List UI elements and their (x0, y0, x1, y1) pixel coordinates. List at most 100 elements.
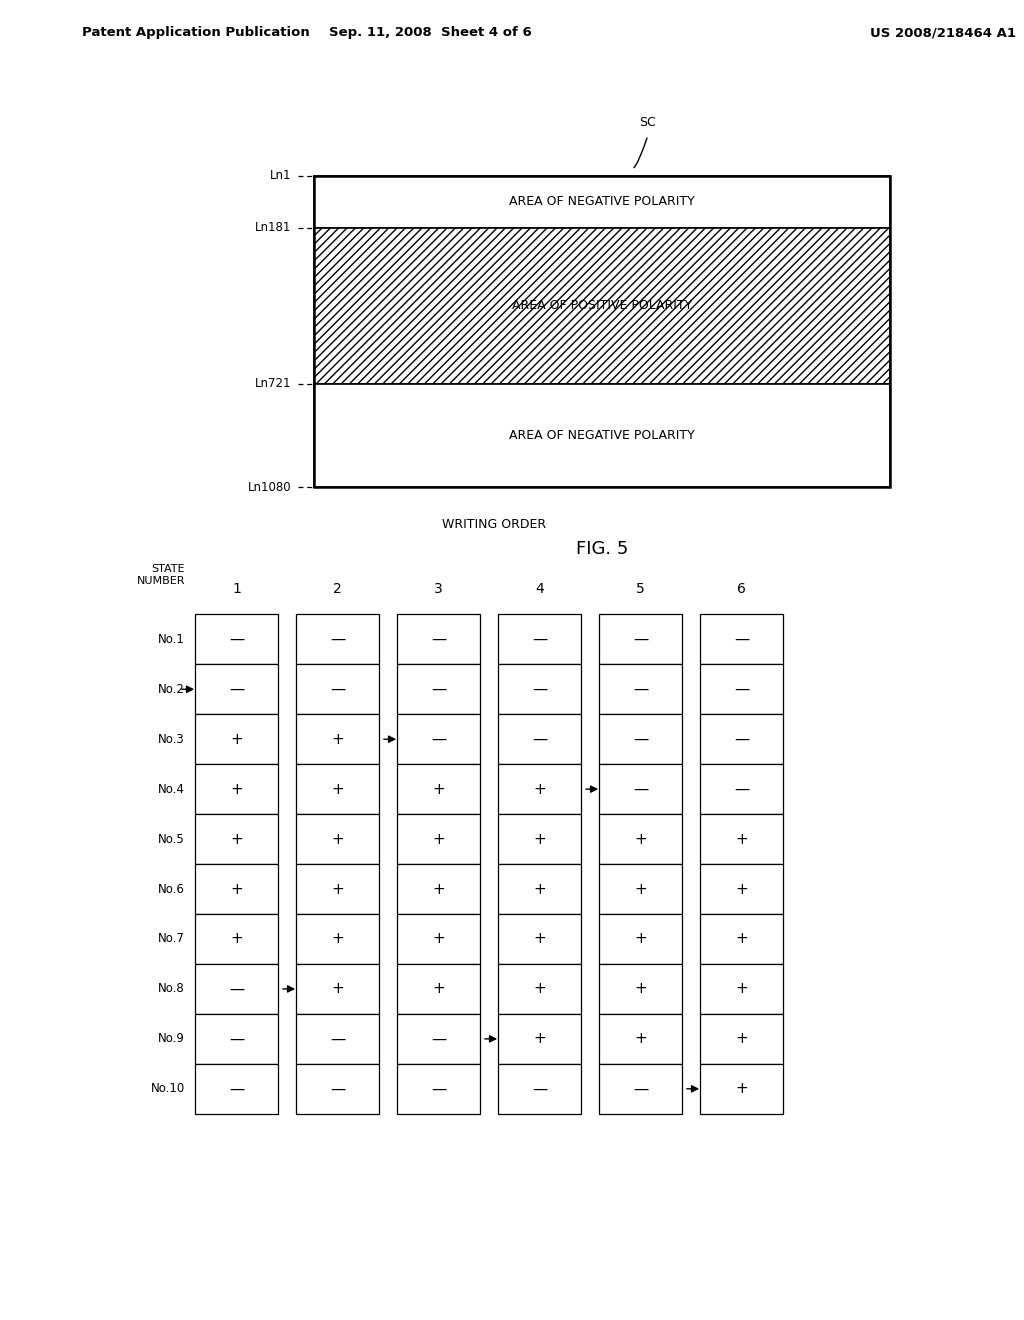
Bar (313, 176, 891, 227)
Text: —: — (531, 731, 547, 747)
Bar (599, 1014, 682, 1064)
Text: AREA OF NEGATIVE POLARITY: AREA OF NEGATIVE POLARITY (509, 195, 695, 209)
Bar (296, 913, 379, 964)
Text: 6: 6 (737, 582, 745, 597)
Text: —: — (431, 681, 446, 697)
Text: +: + (534, 882, 546, 896)
Text: +: + (432, 882, 444, 896)
Text: +: + (230, 832, 243, 846)
Text: 5: 5 (636, 582, 645, 597)
Text: +: + (331, 982, 344, 997)
Bar (599, 764, 682, 814)
Bar (195, 964, 278, 1014)
Text: No.6: No.6 (158, 883, 185, 895)
Text: +: + (432, 781, 444, 797)
Text: +: + (432, 832, 444, 846)
Text: AREA OF NEGATIVE POLARITY: AREA OF NEGATIVE POLARITY (509, 429, 695, 442)
Text: —: — (531, 1081, 547, 1097)
Text: —: — (431, 1081, 446, 1097)
Text: —: — (531, 632, 547, 647)
Text: +: + (230, 731, 243, 747)
Text: —: — (734, 681, 750, 697)
Bar (498, 814, 581, 865)
Text: —: — (229, 632, 244, 647)
Text: No.1: No.1 (158, 632, 185, 645)
Bar (498, 913, 581, 964)
Bar (296, 664, 379, 714)
Text: +: + (634, 932, 647, 946)
Bar (498, 964, 581, 1014)
Text: —: — (531, 681, 547, 697)
Text: Sep. 11, 2008  Sheet 4 of 6: Sep. 11, 2008 Sheet 4 of 6 (329, 26, 531, 40)
Text: —: — (734, 731, 750, 747)
Bar (700, 664, 783, 714)
Bar (397, 964, 480, 1014)
Bar (195, 913, 278, 964)
Bar (195, 614, 278, 664)
Bar (195, 714, 278, 764)
Text: Ln1080: Ln1080 (248, 480, 291, 494)
Text: No.10: No.10 (151, 1082, 185, 1096)
Bar (599, 1064, 682, 1114)
Bar (700, 865, 783, 913)
Text: No.8: No.8 (159, 982, 185, 995)
Bar (599, 913, 682, 964)
Bar (397, 865, 480, 913)
Bar (313, 384, 891, 487)
Text: +: + (634, 832, 647, 846)
Text: 1: 1 (232, 582, 241, 597)
Bar (397, 913, 480, 964)
Text: +: + (534, 1031, 546, 1047)
Text: —: — (633, 731, 648, 747)
Text: +: + (534, 832, 546, 846)
Text: +: + (634, 982, 647, 997)
Bar (397, 814, 480, 865)
Text: —: — (431, 632, 446, 647)
Text: No.5: No.5 (159, 833, 185, 846)
Bar (599, 614, 682, 664)
Text: —: — (330, 632, 345, 647)
Bar (296, 1064, 379, 1114)
Text: 2: 2 (333, 582, 342, 597)
Text: —: — (330, 1031, 345, 1047)
Text: No.7: No.7 (158, 932, 185, 945)
Bar (599, 865, 682, 913)
Bar (296, 714, 379, 764)
Bar (599, 964, 682, 1014)
Text: STATE: STATE (152, 565, 185, 574)
Text: —: — (229, 1081, 244, 1097)
Bar (498, 764, 581, 814)
Text: +: + (230, 781, 243, 797)
Bar (195, 814, 278, 865)
Text: —: — (633, 1081, 648, 1097)
Bar (700, 1064, 783, 1114)
Bar (296, 1014, 379, 1064)
Text: —: — (229, 1031, 244, 1047)
Text: —: — (734, 632, 750, 647)
Text: No.9: No.9 (158, 1032, 185, 1045)
Bar (313, 227, 891, 384)
Text: 3: 3 (434, 582, 442, 597)
Bar (397, 614, 480, 664)
Text: +: + (331, 932, 344, 946)
Text: —: — (330, 1081, 345, 1097)
Text: No.4: No.4 (158, 783, 185, 796)
Text: +: + (634, 882, 647, 896)
Text: —: — (633, 681, 648, 697)
Text: Ln721: Ln721 (255, 378, 291, 389)
Text: NUMBER: NUMBER (136, 577, 185, 586)
Text: Ln1: Ln1 (269, 169, 291, 182)
Text: +: + (534, 932, 546, 946)
Text: +: + (331, 832, 344, 846)
Bar (498, 865, 581, 913)
Text: +: + (534, 781, 546, 797)
Text: +: + (534, 982, 546, 997)
Text: FIG. 5: FIG. 5 (575, 540, 629, 558)
Bar (700, 714, 783, 764)
Bar (397, 664, 480, 714)
Bar (397, 764, 480, 814)
Text: —: — (431, 731, 446, 747)
Bar (296, 614, 379, 664)
Text: +: + (735, 882, 748, 896)
Text: +: + (735, 1081, 748, 1097)
